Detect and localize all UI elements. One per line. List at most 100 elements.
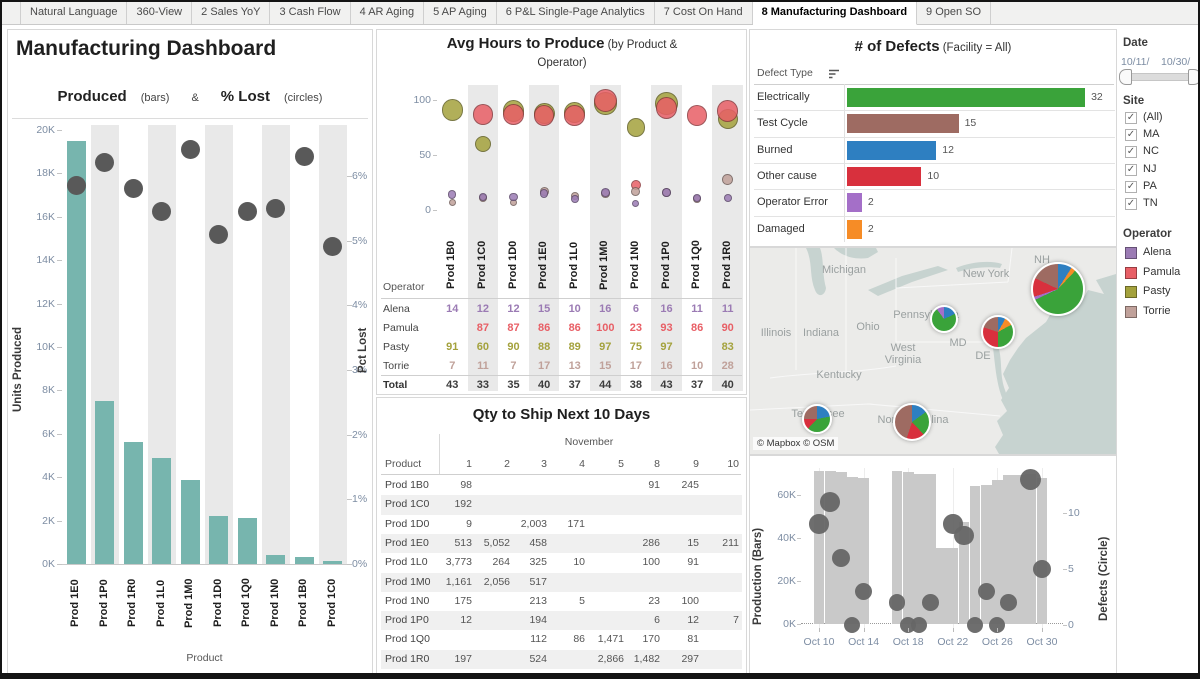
table-cell[interactable]: 10: [568, 303, 581, 315]
avg-hours-mark-pamula[interactable]: [717, 100, 739, 122]
table-cell[interactable]: 213: [529, 594, 547, 607]
defects-mark-oct-30[interactable]: [1033, 560, 1051, 578]
date-slider-handle-start[interactable]: [1119, 69, 1132, 85]
defect-bar-damaged[interactable]: [847, 219, 862, 239]
table-cell[interactable]: 100: [596, 322, 615, 334]
tab-2-sales-yoy[interactable]: 2 Sales YoY: [192, 2, 271, 24]
table-cell[interactable]: 7: [510, 360, 517, 372]
table-cell[interactable]: 12: [687, 614, 699, 627]
defects-mark-oct-14[interactable]: [855, 582, 873, 600]
table-cell[interactable]: 13: [568, 360, 581, 372]
defects-mark-oct-10[interactable]: [809, 514, 829, 534]
pct-lost-mark-prod-1c0[interactable]: [323, 237, 343, 257]
table-cell[interactable]: 83: [721, 341, 734, 353]
tab-9-open-so[interactable]: 9 Open SO: [917, 2, 992, 24]
defect-pie-tn[interactable]: [802, 404, 832, 434]
table-cell[interactable]: 86: [690, 322, 704, 334]
defects-mark-oct-29[interactable]: [1020, 468, 1042, 490]
production-bar-oct-22[interactable]: [947, 547, 959, 624]
table-cell[interactable]: 2,003: [520, 517, 547, 530]
table-cell[interactable]: 28: [721, 360, 734, 372]
avg-hours-mark-pasty[interactable]: [474, 135, 491, 153]
table-cell[interactable]: 16: [660, 303, 673, 315]
table-cell[interactable]: 86: [537, 322, 551, 334]
table-cell[interactable]: 1,161: [445, 575, 472, 588]
avg-hours-mark-pamula[interactable]: [503, 103, 524, 125]
production-bar-oct-26[interactable]: [992, 479, 1003, 624]
table-cell[interactable]: 1,482: [633, 652, 660, 665]
pct-lost-mark-prod-1l0[interactable]: [152, 201, 172, 221]
defects-mark-oct-20[interactable]: [922, 594, 939, 611]
table-cell[interactable]: 81: [687, 633, 699, 646]
avg-hours-mark-alena[interactable]: [693, 193, 702, 202]
produced-bar-prod-1n0[interactable]: [266, 555, 286, 564]
table-cell[interactable]: 23: [648, 594, 660, 607]
production-bar-oct-18[interactable]: [902, 472, 914, 624]
table-cell[interactable]: 97: [660, 341, 673, 353]
produced-bar-prod-1r0[interactable]: [123, 442, 143, 564]
table-cell[interactable]: 86: [568, 322, 581, 334]
defects-mark-oct-24[interactable]: [967, 617, 984, 633]
site-checkbox-nc[interactable]: ✓: [1125, 146, 1137, 159]
defects-mark-oct-23[interactable]: [954, 525, 974, 545]
table-cell[interactable]: 458: [529, 536, 547, 549]
production-bar-oct-25[interactable]: [980, 485, 992, 624]
production-bar-oct-23[interactable]: [958, 521, 970, 624]
produced-bar-prod-1l0[interactable]: [152, 457, 172, 564]
produced-bar-prod-1m0[interactable]: [180, 480, 200, 564]
table-cell[interactable]: 5,052: [483, 536, 510, 549]
total-cell[interactable]: 43: [660, 379, 673, 391]
table-cell[interactable]: 100: [681, 594, 699, 607]
total-cell[interactable]: 38: [629, 379, 643, 391]
avg-hours-mark-alena[interactable]: [600, 188, 610, 197]
produced-bar-prod-1c0[interactable]: [323, 560, 343, 564]
tab-360-view[interactable]: 360-View: [127, 2, 193, 24]
avg-hours-mark-alena[interactable]: [570, 195, 579, 203]
avg-hours-mark-torrie[interactable]: [631, 186, 641, 196]
production-bar-oct-13[interactable]: [847, 476, 858, 624]
table-cell[interactable]: 175: [454, 594, 472, 607]
table-cell[interactable]: 16: [599, 303, 612, 315]
production-bar-oct-21[interactable]: [936, 547, 948, 624]
avg-hours-mark-torrie[interactable]: [722, 173, 734, 185]
legend-swatch-alena[interactable]: [1125, 247, 1137, 259]
site-checkbox-nj[interactable]: ✓: [1125, 163, 1137, 176]
table-cell[interactable]: 7: [449, 360, 456, 372]
table-cell[interactable]: 87: [507, 322, 520, 334]
table-cell[interactable]: 11: [691, 303, 703, 315]
table-cell[interactable]: 98: [460, 479, 472, 491]
table-cell[interactable]: 60: [476, 341, 490, 353]
defects-mark-oct-13[interactable]: [844, 617, 861, 633]
avg-hours-mark-alena[interactable]: [448, 190, 457, 199]
table-cell[interactable]: 14: [446, 303, 459, 315]
defect-bar-burned[interactable]: [847, 140, 937, 160]
production-bar-oct-29[interactable]: [1025, 473, 1037, 624]
table-cell[interactable]: 6: [654, 614, 660, 627]
table-cell[interactable]: 171: [567, 517, 585, 530]
table-cell[interactable]: 15: [537, 303, 551, 315]
avg-hours-mark-alena[interactable]: [478, 192, 487, 201]
defects-mark-oct-26[interactable]: [989, 617, 1006, 633]
defects-mark-oct-17[interactable]: [888, 594, 906, 611]
defect-pie-nj[interactable]: [981, 315, 1015, 349]
table-cell[interactable]: 7: [733, 614, 739, 627]
defect-bar-test-cycle[interactable]: [847, 114, 959, 134]
table-cell[interactable]: 12: [460, 614, 472, 627]
pct-lost-mark-prod-1p0[interactable]: [95, 153, 115, 173]
produced-bar-prod-1d0[interactable]: [209, 516, 229, 564]
table-cell[interactable]: 10: [690, 360, 704, 372]
tab-natural-language[interactable]: Natural Language: [20, 2, 128, 24]
pct-lost-mark-prod-1m0[interactable]: [180, 140, 200, 160]
defect-pie-pa[interactable]: [930, 305, 958, 333]
defects-mark-oct-25[interactable]: [977, 582, 995, 600]
site-checkbox-tn[interactable]: ✓: [1125, 198, 1137, 210]
table-cell[interactable]: 9: [466, 517, 472, 530]
table-cell[interactable]: 297: [681, 652, 699, 665]
total-cell[interactable]: 35: [507, 379, 520, 391]
production-bar-oct-24[interactable]: [969, 486, 981, 624]
avg-hours-mark-pamula[interactable]: [655, 96, 678, 119]
avg-hours-mark-pamula[interactable]: [472, 103, 494, 125]
tab-3-cash-flow[interactable]: 3 Cash Flow: [270, 2, 351, 24]
site-checkbox-pa[interactable]: ✓: [1125, 180, 1137, 193]
table-cell[interactable]: 245: [681, 479, 699, 491]
